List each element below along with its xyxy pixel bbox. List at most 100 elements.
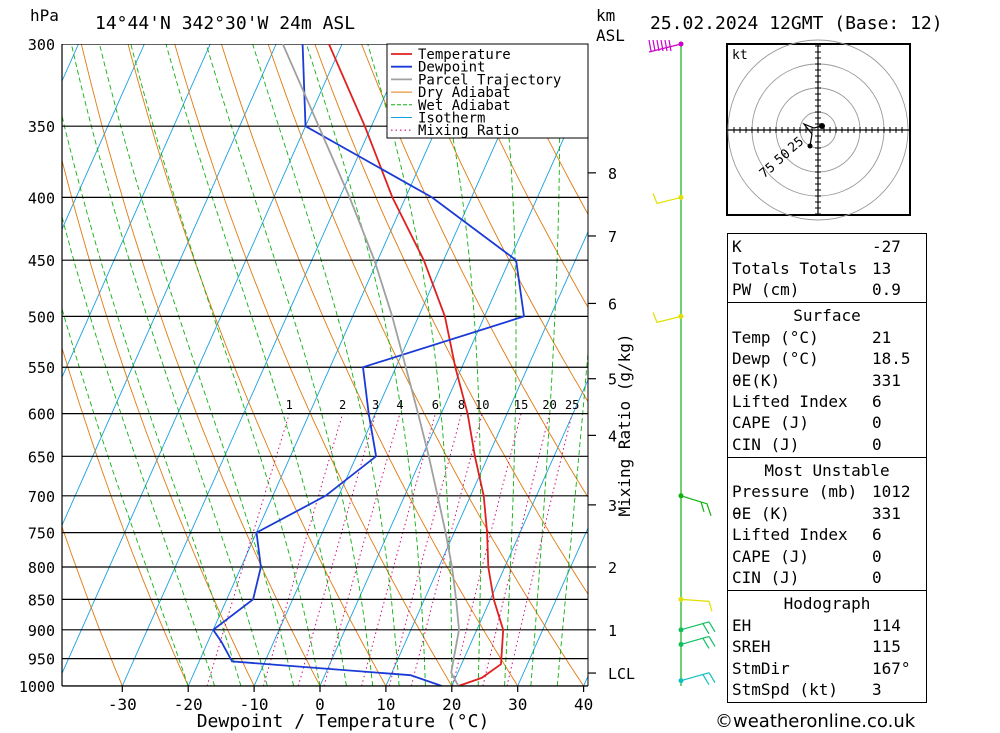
x-tick-label: 40	[574, 695, 593, 714]
legend-label: Temperature	[418, 47, 511, 63]
series-line-parcel-trajectory	[281, 44, 460, 686]
surface-row: θE(K) 331	[732, 369, 926, 390]
surface-value: 18.5	[872, 349, 911, 369]
dry-adiabat-line	[501, 44, 588, 216]
surface-row: Temp (°C) 21	[732, 327, 926, 348]
asl-label: ASL	[596, 26, 625, 45]
most-unstable-title: Most Unstable	[764, 461, 890, 481]
surface-value: 21	[872, 327, 892, 347]
dry-adiabat-line	[407, 44, 588, 403]
indices-top: K -27 Totals Totals 13 PW (cm) 0.9	[727, 233, 927, 304]
wind-barb-flag	[656, 39, 660, 52]
wet-adiabat-line	[556, 347, 588, 686]
pressure-tick-label: 600	[28, 406, 55, 424]
isotherm-line	[187, 44, 475, 686]
hodograph-index-row: SREH 115	[732, 636, 926, 657]
legend-label: Parcel Trajectory	[418, 72, 561, 88]
legend-label: Dry Adiabat	[418, 85, 511, 101]
legend-label: Mixing Ratio	[418, 123, 519, 139]
mixing-ratio-label: 6	[432, 398, 439, 412]
wind-barb-flag	[664, 39, 668, 52]
dry-adiabat-line	[454, 44, 588, 309]
km-tick-label: 5	[608, 371, 617, 389]
surface-key: Dewp (°C)	[732, 349, 819, 369]
index-value: 13	[872, 258, 892, 278]
km-label: km	[596, 6, 615, 25]
hodograph-index-row: EH 114	[732, 615, 926, 636]
isotherm-line	[0, 44, 13, 686]
surface-row: CAPE (J) 0	[732, 412, 926, 433]
hodograph-index-value: 3	[872, 680, 882, 699]
index-row: K -27	[732, 236, 926, 257]
isotherm-line	[62, 44, 145, 231]
most-unstable-key: CIN (J)	[732, 568, 800, 588]
mixing-ratio-line	[410, 413, 483, 686]
wet-adiabat-line	[305, 44, 426, 686]
surface-title: Surface	[793, 306, 861, 326]
most-unstable-row: CAPE (J) 0	[732, 545, 926, 566]
dry-adiabat-line	[80, 44, 321, 686]
credit-link[interactable]: ©weatheronline.co.uk	[715, 711, 916, 732]
pressure-tick-label: 700	[28, 488, 55, 506]
surface-row: Dewp (°C) 18.5	[732, 348, 926, 369]
index-row: PW (cm) 0.9	[732, 279, 926, 300]
dry-adiabat-line	[62, 525, 123, 686]
pressure-tick-label: 350	[28, 118, 55, 136]
index-key: K	[732, 237, 742, 257]
legend-label: Dewpoint	[418, 60, 485, 76]
background-lines	[0, 26, 1000, 686]
x-tick-label: -10	[240, 695, 269, 714]
hodograph-unit: kt	[732, 48, 748, 63]
dry-adiabat-line	[956, 26, 1000, 686]
wind-barb-flag	[660, 39, 664, 52]
indices-panel: K -27 Totals Totals 13 PW (cm) 0.9 Surface Te…	[727, 233, 927, 704]
x-tick-label: 20	[442, 695, 461, 714]
pressure-tick-label: 550	[28, 359, 55, 377]
hodograph-point	[807, 143, 813, 149]
pressure-tick-label: 800	[28, 559, 55, 577]
km-tick-label: 6	[608, 295, 617, 313]
isotherm-line	[385, 230, 588, 686]
surface-key: θE(K)	[732, 370, 781, 390]
mixing-ratio-label: 3	[372, 398, 379, 412]
indices-most-unstable: Most Unstable Pressure (mb) 1012 θE (K) 331…	[727, 457, 927, 592]
km-tick-label: 3	[608, 497, 617, 515]
most-unstable-row: Lifted Index 6	[732, 524, 926, 545]
isotherm-line	[517, 526, 588, 686]
wet-adiabat-line	[498, 44, 517, 686]
most-unstable-row: Pressure (mb) 1012	[732, 481, 926, 502]
isotherm-line	[62, 44, 343, 675]
wind-barb	[680, 672, 716, 685]
wet-adiabat-line	[530, 44, 561, 686]
wet-adiabat-line	[252, 44, 400, 686]
mixing-ratio-label: 2	[339, 398, 346, 412]
hodograph-point	[819, 123, 825, 129]
wet-adiabat-line	[99, 44, 295, 686]
wind-barb	[680, 621, 716, 635]
hodograph-title: Hodograph	[783, 594, 871, 614]
pressure-tick-label: 850	[28, 591, 55, 609]
x-axis-label: Dewpoint / Temperature (°C)	[197, 711, 490, 732]
wet-adiabat-line	[165, 44, 347, 686]
pressure-tick-label: 500	[28, 308, 55, 326]
mixing-ratio-line	[206, 413, 290, 686]
location-title: 14°44'N 342°30'W 24m ASL	[95, 13, 355, 34]
most-unstable-row: CIN (J) 0	[732, 567, 926, 588]
x-tick-label: 30	[508, 695, 527, 714]
surface-key: CIN (J)	[732, 434, 800, 454]
index-value: -27	[872, 237, 901, 257]
mixing-ratio-line	[388, 413, 462, 686]
hodograph-index-value: 114	[872, 615, 901, 635]
hodograph-index-key: EH	[732, 615, 752, 635]
most-unstable-value: 0	[872, 546, 882, 566]
surface-key: Temp (°C)	[732, 327, 819, 347]
wet-adiabat-line	[130, 44, 321, 686]
pressure-tick-label: 400	[28, 189, 55, 207]
most-unstable-key: CAPE (J)	[732, 546, 810, 566]
wet-adiabat-line	[367, 44, 453, 686]
most-unstable-row: θE (K) 331	[732, 503, 926, 524]
surface-value: 331	[872, 370, 901, 390]
dry-adiabat-line	[361, 44, 588, 499]
isotherm-line	[319, 82, 588, 686]
